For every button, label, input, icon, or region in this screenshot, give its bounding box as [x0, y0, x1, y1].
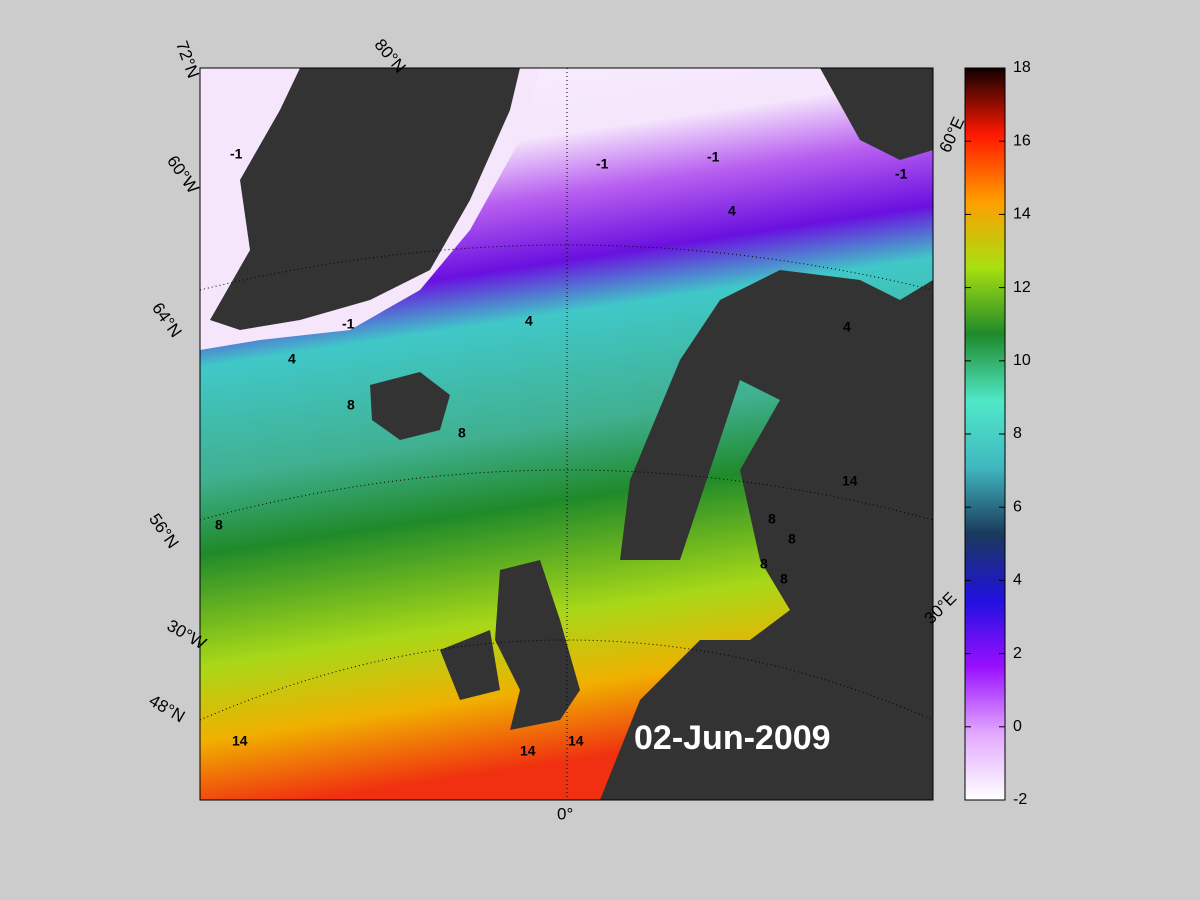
scandinavia-europe: [600, 270, 933, 800]
greenland: [210, 68, 520, 330]
ireland: [440, 630, 500, 700]
contour-label: -1: [895, 166, 908, 182]
contour-label: 8: [215, 517, 223, 533]
contour-label: 8: [760, 556, 768, 572]
contour-label: -1: [707, 149, 720, 165]
tick-label: 18: [1013, 59, 1031, 76]
contour-label: 8: [347, 397, 355, 413]
contour-label: -1: [342, 316, 355, 332]
contour-label: 8: [780, 571, 788, 587]
britain: [495, 560, 580, 730]
graticule-label: 72°N: [172, 38, 203, 80]
contour-label: 14: [568, 733, 584, 749]
svalbard: [820, 68, 933, 160]
tick-label: 12: [1013, 279, 1031, 296]
contour-label: 14: [520, 743, 536, 759]
graticule-label: 60°W: [163, 152, 203, 197]
iceland: [370, 372, 450, 440]
graticule-label: 56°N: [145, 510, 182, 552]
contour-label: -1: [230, 146, 243, 162]
tick-label: 4: [1013, 572, 1022, 589]
contour-label: 4: [843, 319, 851, 335]
contour-label: 14: [232, 733, 248, 749]
date-label: 02-Jun-2009: [634, 719, 831, 757]
graticule-label: 0°: [557, 804, 573, 823]
graticule-label: 48°N: [146, 691, 188, 726]
tick-label: 10: [1013, 352, 1031, 369]
contour-label: 4: [728, 203, 736, 219]
tick-label: 0: [1013, 718, 1022, 735]
contour-label: 14: [842, 473, 858, 489]
contour-label: 8: [768, 511, 776, 527]
tick-label: -2: [1013, 791, 1027, 808]
contour-label: -1: [596, 156, 609, 172]
tick-label: 8: [1013, 425, 1022, 442]
graticule-label: 60°E: [935, 114, 968, 156]
contour-label: 8: [788, 531, 796, 547]
graticule-label: 64°N: [148, 299, 185, 341]
map-frame: [199, 67, 934, 801]
map: [200, 68, 933, 800]
contour-label: 4: [288, 351, 296, 367]
contour-label: 4: [525, 313, 533, 329]
tick-label: 16: [1013, 132, 1031, 149]
tick-label: 2: [1013, 645, 1022, 662]
contour-label: 8: [458, 425, 466, 441]
tick-label: 14: [1013, 206, 1031, 223]
tick-label: 6: [1013, 498, 1022, 515]
